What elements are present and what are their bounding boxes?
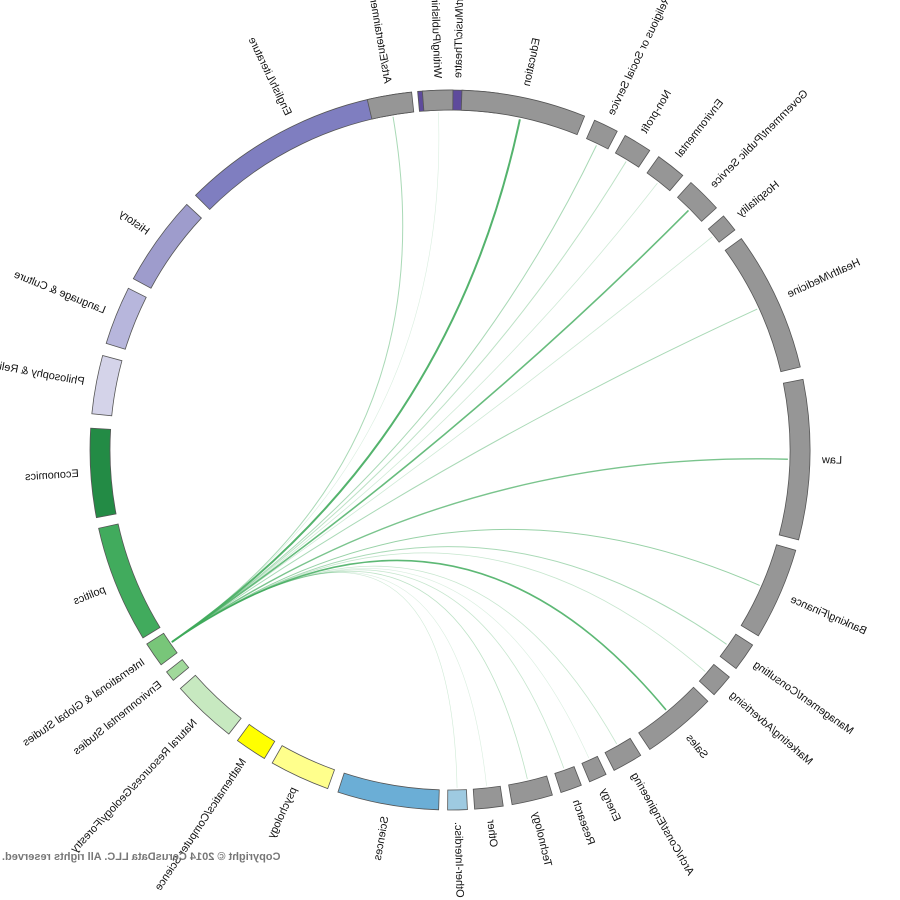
ribbon-government-public-service — [171, 209, 690, 643]
label-politics: politics — [71, 584, 107, 608]
arc-law[interactable] — [778, 378, 811, 541]
ribbon-research — [171, 569, 565, 769]
ribbon-writing-publishing — [171, 112, 440, 643]
label-other: Other — [484, 819, 499, 848]
label-economics: Economics — [24, 468, 79, 483]
ribbon-other-interdisc — [171, 572, 458, 788]
arc-other-interdisc[interactable] — [447, 789, 468, 811]
label-history: History — [116, 208, 151, 238]
arc-language-culture[interactable] — [105, 287, 147, 350]
ribbon-layer — [171, 112, 788, 788]
arc-writing-publishing[interactable] — [421, 89, 454, 112]
label-sales: Sales — [683, 732, 710, 761]
ribbon-management-consulting — [171, 546, 727, 645]
arc-economics[interactable] — [89, 427, 117, 519]
arc-politics[interactable] — [98, 523, 161, 639]
ribbon-religious-or-social-service — [171, 145, 597, 643]
arc-other[interactable] — [472, 785, 504, 810]
label-sciences: Sciences — [372, 815, 392, 862]
arc-arch-const-engineering[interactable] — [604, 737, 642, 771]
label-non-profit: Non-profit — [639, 88, 674, 135]
label-english-literature: English/Literature — [246, 35, 294, 117]
arc-religious-or-social-service[interactable] — [585, 119, 618, 150]
arc-hospitality[interactable] — [707, 215, 736, 243]
ribbon-technology — [171, 570, 528, 780]
arc-marketing-advertising[interactable] — [698, 663, 730, 696]
ribbon-education — [171, 119, 521, 643]
arc-mathematics-computer-science[interactable] — [236, 723, 276, 760]
label-layer: Art/Music/Theatre English/Literature Histo… — [0, 0, 868, 898]
label-mathematics-computer-science: Mathematics/Computer Science — [153, 756, 249, 892]
label-technology: Technology — [529, 810, 554, 867]
label-art-music-theatre: Art/Music/Theatre — [452, 0, 466, 78]
label-research: Research — [570, 798, 597, 846]
arc-natural-resources-geology-forestry[interactable] — [179, 674, 242, 735]
ribbon-energy — [171, 568, 590, 759]
arc-environmental[interactable] — [646, 156, 684, 192]
arc-history[interactable] — [132, 203, 202, 289]
ribbon-health-medicine — [171, 308, 758, 643]
ribbon-hospitality — [171, 236, 713, 643]
arc-health-medicine[interactable] — [724, 238, 801, 373]
label-other-interdisc: Other-Interdisc. — [452, 822, 466, 898]
label-philosophy-religion: Philosophy & Religion — [0, 357, 85, 388]
arc-management-consulting[interactable] — [719, 633, 754, 670]
arc-sciences[interactable] — [337, 772, 440, 811]
arc-international-global-studies[interactable] — [146, 632, 178, 666]
arc-energy[interactable] — [581, 755, 607, 783]
arc-philosophy-religion[interactable] — [91, 354, 123, 417]
arc-technology[interactable] — [508, 775, 553, 806]
ribbon-environmental — [171, 182, 658, 643]
label-health-medicine: Health/Medicine — [786, 256, 863, 300]
label-writing-publishing: Writing/Publishing — [428, 0, 443, 78]
arc-education[interactable] — [460, 89, 586, 136]
arc-layer — [89, 89, 811, 811]
label-education: Education — [521, 37, 543, 87]
label-arts-entertainment: Arts/Entertainment — [366, 0, 393, 84]
arc-environmental-studies[interactable] — [165, 659, 190, 681]
ribbon-other — [171, 571, 487, 787]
arc-research[interactable] — [554, 766, 582, 793]
label-arch-const-engineering: Arch/Const/Engineering — [628, 771, 696, 878]
arc-arts-entertainment[interactable] — [366, 91, 415, 120]
arc-government-public-service[interactable] — [676, 181, 717, 222]
arc-psychology[interactable] — [271, 745, 336, 790]
ribbon-banking-finance — [171, 528, 760, 643]
ribbon-sales — [171, 559, 667, 711]
arc-sales[interactable] — [638, 686, 709, 751]
label-law: Law — [822, 454, 843, 467]
label-language-culture: Language & Culture — [12, 269, 107, 317]
arc-non-profit[interactable] — [614, 134, 651, 168]
ribbon-arts-entertainment — [171, 116, 404, 643]
ribbon-marketing-advertising — [171, 552, 706, 672]
label-energy: Energy — [597, 786, 622, 823]
arc-banking-finance[interactable] — [740, 544, 797, 637]
copyright-text: Copyright © 2014 CerusData LLC. All righ… — [2, 851, 281, 863]
label-hospitality: Hospitality — [734, 179, 781, 221]
label-banking-finance: Banking/Finance — [788, 594, 868, 638]
label-environmental: Environmental — [673, 97, 726, 160]
ribbon-arch-const-engineering — [171, 565, 618, 745]
ribbon-non-profit — [171, 161, 627, 643]
ribbon-law — [171, 458, 788, 643]
label-environmental-studies: Environmental Studies — [71, 679, 165, 758]
label-psychology: psychology — [266, 785, 300, 840]
arc-english-literature[interactable] — [194, 91, 412, 211]
